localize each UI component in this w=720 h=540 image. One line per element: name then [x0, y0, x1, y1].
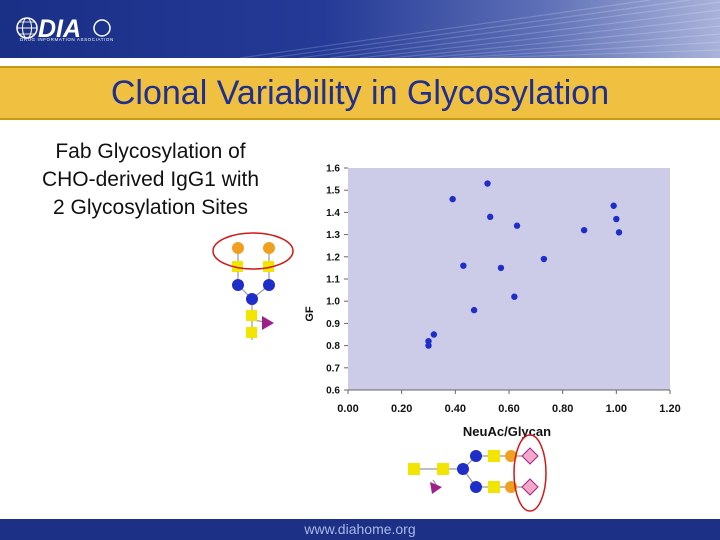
slide-subtitle: Fab Glycosylation of CHO-derived IgG1 wi… [18, 138, 283, 222]
mannose-icon [457, 463, 469, 475]
mannose-icon [263, 279, 275, 291]
data-point [425, 342, 432, 349]
data-point [513, 222, 521, 229]
data-point [540, 255, 548, 263]
data-point [497, 264, 505, 272]
dia-logo: DIA [16, 15, 111, 43]
y-tick-label: 1.6 [326, 164, 340, 175]
neuac-icon [521, 447, 539, 465]
fucose-icon [430, 482, 442, 494]
highlight-ellipse [212, 232, 294, 270]
y-axis-ticks: 0.6 0.7 0.8 0.9 1.0 1.1 1.2 1.3 1.4 1.5 1.6 [326, 164, 348, 397]
data-point [580, 226, 588, 234]
glcnac-icon [263, 261, 274, 272]
glcnac-icon [408, 463, 420, 475]
fab-glycan-structure [212, 232, 294, 340]
y-tick-label: 1.5 [326, 186, 340, 197]
glcnac-icon [488, 481, 500, 493]
subtitle-line-2: CHO-derived IgG1 with [41, 168, 260, 191]
header-decoration [239, 0, 720, 58]
data-point [487, 213, 494, 221]
y-tick-label: 1.2 [326, 252, 340, 263]
x-tick-label: 0.00 [337, 403, 358, 415]
data-point [470, 306, 478, 314]
data-point [615, 229, 623, 236]
sialylated-glycan-structure [408, 434, 547, 512]
x-axis-label: NeuAc/Glycan [463, 424, 551, 439]
y-tick-label: 1.4 [326, 208, 340, 219]
glcnac-icon [232, 261, 243, 272]
title-bar: Clonal Variability in Glycosylation [0, 66, 720, 120]
data-point [610, 202, 617, 209]
x-tick-label: 0.80 [552, 403, 573, 415]
data-point [449, 195, 456, 203]
neuac-icon [521, 478, 539, 496]
y-tick-label: 0.6 [326, 386, 340, 397]
footer-url: www.diahome.org [304, 521, 416, 537]
mannose-icon [470, 481, 482, 493]
subtitle-line-3: 2 Glycosylation Sites [53, 196, 248, 219]
y-tick-label: 1.0 [326, 297, 340, 308]
y-axis-label: GF [304, 306, 316, 322]
footer-band: www.diahome.org [0, 519, 720, 540]
x-tick-label: 1.20 [659, 403, 680, 415]
glcnac-icon [246, 310, 257, 321]
data-points [425, 180, 623, 349]
data-point [430, 331, 438, 338]
y-tick-label: 1.1 [326, 275, 340, 286]
mannose-icon [246, 293, 258, 305]
x-tick-label: 0.60 [498, 403, 519, 415]
data-point [484, 180, 491, 187]
glcnac-icon [246, 327, 257, 338]
x-axis-ticks: 0.00 0.20 0.40 0.60 0.80 1.00 1.20 [337, 390, 681, 415]
galactose-icon [505, 450, 517, 462]
plot-area [348, 168, 670, 390]
logo-tagline: DRUG INFORMATION ASSOCIATION [20, 37, 114, 42]
data-point [425, 337, 432, 345]
mannose-icon [232, 279, 244, 291]
galactose-icon [263, 242, 275, 254]
data-point [460, 262, 467, 269]
logo-wordmark: DIA [38, 15, 81, 43]
header-band: DIA DRUG INFORMATION ASSOCIATION [0, 0, 720, 58]
galactose-icon [232, 242, 244, 254]
data-point [511, 293, 518, 300]
x-tick-label: 0.40 [445, 403, 466, 415]
fucose-icon [262, 316, 274, 330]
x-tick-label: 0.20 [391, 403, 412, 415]
highlight-ellipse [513, 434, 547, 512]
mannose-icon [470, 450, 482, 462]
glcnac-icon [488, 450, 500, 462]
slide-title: Clonal Variability in Glycosylation [110, 74, 610, 112]
subtitle-line-1: Fab Glycosylation of [55, 140, 246, 163]
x-tick-label: 1.00 [606, 403, 627, 415]
y-tick-label: 0.8 [326, 341, 340, 352]
y-tick-label: 1.3 [326, 230, 340, 241]
y-tick-label: 0.9 [326, 319, 340, 330]
glcnac-icon [437, 463, 449, 475]
data-point [613, 215, 620, 223]
y-tick-label: 0.7 [326, 363, 340, 374]
